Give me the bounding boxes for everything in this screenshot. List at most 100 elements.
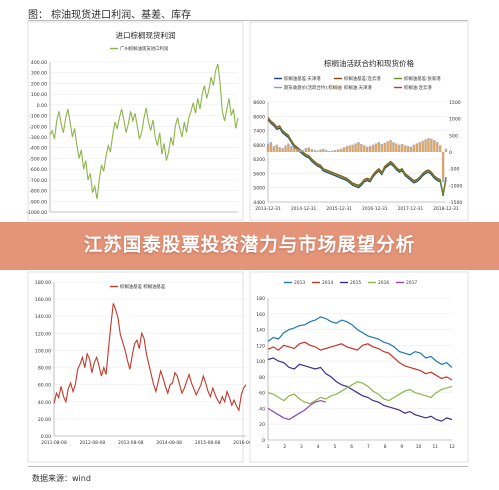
y-tick-label: 180.00 bbox=[35, 280, 51, 286]
y-tick-label: 80 bbox=[259, 375, 265, 381]
basis-bar bbox=[415, 144, 418, 152]
y-tick-label: 40 bbox=[259, 406, 265, 412]
y-tick-label: 100.00 bbox=[35, 348, 51, 354]
basis-bar bbox=[363, 146, 366, 152]
price-line bbox=[267, 117, 447, 194]
y-tick-label: 5600 bbox=[253, 171, 265, 177]
y-tick-label: 160.00 bbox=[35, 297, 51, 303]
y-tick-label: 160 bbox=[256, 312, 265, 318]
y-tick-label: 8600 bbox=[253, 100, 265, 106]
y-tick-label: 100.00 bbox=[31, 92, 47, 98]
chart-title-palm-basis: 棕榈油活跃合约和现货价格 bbox=[324, 58, 414, 68]
basis-bar bbox=[398, 145, 401, 152]
basis-bar bbox=[281, 148, 284, 152]
basis-bar bbox=[325, 150, 328, 152]
basis-bar bbox=[348, 146, 351, 152]
x-tick-label: 11 bbox=[432, 444, 438, 450]
y-tick-label: 200.00 bbox=[31, 81, 47, 87]
y-tick-label: 20.00 bbox=[38, 417, 51, 423]
legend-label: 棕榈油基差:连云港 bbox=[344, 75, 381, 82]
y-tick-label: 80.00 bbox=[38, 366, 51, 372]
series-line bbox=[49, 63, 239, 200]
y-tick-label: -500.00 bbox=[29, 156, 47, 162]
y-tick-label: 4400 bbox=[253, 200, 265, 206]
basis-bar bbox=[331, 151, 334, 152]
y-tick-label: -700.00 bbox=[29, 178, 47, 184]
y-tick-label: 300.00 bbox=[31, 71, 47, 77]
basis-bar bbox=[339, 149, 343, 152]
basis-bar bbox=[360, 144, 363, 152]
basis-bar bbox=[418, 142, 421, 152]
basis-bar bbox=[272, 147, 275, 152]
basis-bar bbox=[371, 145, 375, 152]
basis-bar bbox=[424, 140, 427, 152]
basis-bar bbox=[366, 147, 369, 152]
basis-bar bbox=[336, 150, 340, 152]
y-tick-label: 20 bbox=[259, 422, 265, 428]
x-tick-label: 1 bbox=[267, 444, 270, 450]
series-line bbox=[267, 341, 453, 381]
y-tick-label: 140.00 bbox=[35, 314, 51, 320]
chart-frame-palm-basis bbox=[249, 21, 469, 221]
y-tick-label: 180 bbox=[256, 296, 265, 302]
legend-label: 棕榈油基差:天津港 bbox=[284, 75, 321, 82]
x-tick-label: 2016-08-08 bbox=[233, 440, 259, 446]
basis-bar bbox=[444, 149, 448, 152]
basis-bar bbox=[377, 142, 381, 152]
basis-bar bbox=[368, 146, 372, 152]
legend-label: 2013 bbox=[294, 280, 305, 286]
x-tick-label: 8 bbox=[384, 444, 387, 450]
basis-bar bbox=[307, 148, 311, 152]
basis-bar bbox=[293, 148, 296, 152]
basis-bar bbox=[401, 144, 404, 152]
series-line bbox=[267, 399, 326, 421]
basis-bar bbox=[322, 149, 325, 152]
series-line bbox=[267, 316, 453, 368]
y-tick-label: 140 bbox=[256, 328, 265, 334]
x-tick-label: 12 bbox=[449, 444, 455, 450]
y-tick-label: 6800 bbox=[253, 143, 265, 149]
x-tick-label: 2013-12-31 bbox=[255, 206, 281, 212]
chart-frame-basis-history bbox=[27, 271, 244, 463]
y-tick-label: 100 bbox=[256, 359, 265, 365]
y-tick-label: 400.00 bbox=[31, 60, 47, 66]
basis-bar bbox=[436, 142, 439, 152]
x-tick-label: 2014-12-31 bbox=[291, 206, 317, 212]
x-tick-label: 10 bbox=[416, 444, 422, 450]
basis-bar bbox=[439, 146, 442, 152]
basis-bar bbox=[383, 143, 386, 152]
y-tick-label: -900.00 bbox=[29, 199, 47, 205]
y-tick-label: -400.00 bbox=[29, 146, 47, 152]
legend-label: 2015 bbox=[350, 280, 361, 286]
basis-bar bbox=[319, 150, 322, 152]
basis-bar bbox=[409, 147, 413, 152]
basis-bar bbox=[392, 142, 395, 152]
y-tick-label: 60 bbox=[259, 391, 265, 397]
x-tick-label: 2011-08-08 bbox=[41, 440, 67, 446]
chart-title-import-profit: 进口棕榈现货利润 bbox=[116, 30, 176, 40]
y-tick-label: 5000 bbox=[253, 186, 265, 192]
x-tick-label: 2015-12-31 bbox=[326, 206, 352, 212]
y-tick-label: 8000 bbox=[253, 114, 265, 120]
x-tick-label: 7 bbox=[367, 444, 370, 450]
basis-bar bbox=[328, 151, 331, 152]
x-tick-label: 2014-08-08 bbox=[156, 440, 182, 446]
basis-bar bbox=[403, 146, 407, 152]
basis-bar bbox=[374, 144, 378, 152]
y-tick-label: -1000.00 bbox=[26, 210, 47, 216]
basis-bar bbox=[427, 138, 430, 152]
basis-bar bbox=[421, 141, 424, 152]
y-tick-label-right: 1000 bbox=[449, 117, 461, 123]
basis-bar bbox=[296, 149, 299, 152]
basis-bar bbox=[266, 145, 270, 152]
x-tick-label: 2013-08-08 bbox=[118, 440, 144, 446]
basis-bar bbox=[354, 144, 357, 152]
legend-label: 2016 bbox=[378, 280, 389, 286]
y-tick-label: 7400 bbox=[253, 129, 265, 135]
basis-bar bbox=[290, 147, 293, 152]
x-tick-label: 2012-08-08 bbox=[80, 440, 106, 446]
y-tick-label: 0.00 bbox=[41, 434, 51, 440]
legend-label: 棕榈油:连云港 bbox=[404, 84, 432, 91]
x-tick-label: 2 bbox=[283, 444, 286, 450]
y-tick-label: -200.00 bbox=[29, 124, 47, 130]
